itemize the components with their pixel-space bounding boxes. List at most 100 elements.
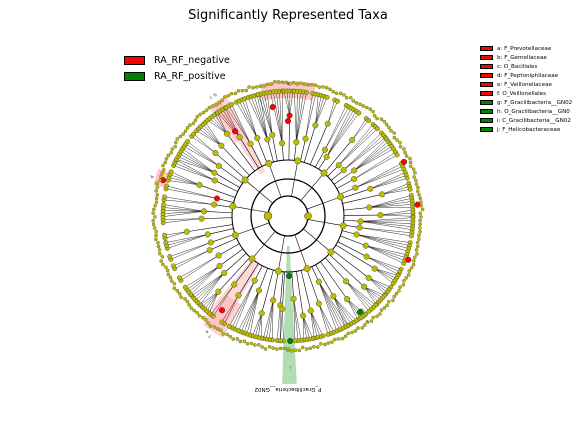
order-node bbox=[266, 160, 272, 166]
family-node bbox=[336, 162, 342, 168]
outer-leaf bbox=[239, 340, 242, 343]
outer-leaf bbox=[372, 316, 375, 319]
family-node bbox=[378, 212, 384, 218]
leaf-node bbox=[304, 90, 308, 94]
outer-leaf bbox=[311, 83, 314, 86]
clade-label-b: b bbox=[213, 92, 219, 99]
outer-leaf bbox=[380, 309, 383, 312]
family-node bbox=[212, 170, 218, 176]
outer-leaf bbox=[330, 340, 333, 343]
leaf-branch bbox=[166, 234, 208, 242]
leaf-branch bbox=[382, 183, 409, 194]
branch bbox=[307, 269, 319, 304]
family-node bbox=[221, 270, 227, 276]
leaf-branch bbox=[241, 290, 259, 331]
outer-leaf bbox=[221, 99, 224, 102]
outer-leaf bbox=[307, 83, 310, 86]
outer-leaf bbox=[403, 151, 406, 154]
key-label: c: O_Bacillales bbox=[497, 64, 537, 70]
outer-leaf bbox=[375, 315, 378, 318]
leaf-branch bbox=[163, 211, 204, 216]
family-node bbox=[201, 208, 207, 214]
family-node bbox=[205, 232, 211, 238]
leaf-branch bbox=[245, 99, 257, 138]
family-node bbox=[372, 266, 378, 272]
family-node bbox=[207, 247, 213, 253]
family-node bbox=[300, 313, 306, 319]
outer-leaf bbox=[418, 230, 421, 233]
outer-leaf bbox=[157, 245, 160, 248]
outer-leaf bbox=[305, 347, 308, 350]
leaf-branch bbox=[192, 136, 216, 153]
outer-leaf bbox=[205, 109, 208, 112]
clade-label-i: i bbox=[290, 364, 291, 370]
leaf-node bbox=[230, 102, 234, 106]
family-node bbox=[349, 137, 355, 143]
outer-leaf bbox=[421, 208, 424, 211]
leaf-node bbox=[335, 99, 339, 103]
outer-leaf bbox=[155, 189, 158, 192]
outer-leaf bbox=[161, 172, 164, 175]
leaf-branch bbox=[367, 257, 401, 270]
marker-node bbox=[232, 128, 238, 134]
outer-leaf bbox=[416, 186, 419, 189]
leaf-branch bbox=[263, 300, 273, 338]
outer-leaf bbox=[164, 266, 167, 269]
order-node bbox=[295, 158, 301, 164]
outer-leaf bbox=[260, 345, 263, 348]
leaf-branch bbox=[315, 97, 327, 125]
leaf-branch bbox=[258, 95, 272, 135]
family-node bbox=[216, 289, 222, 295]
leaf-branch bbox=[197, 131, 222, 146]
spoke bbox=[233, 206, 268, 212]
outer-leaf bbox=[341, 337, 344, 340]
outer-leaf bbox=[407, 273, 410, 276]
leaf-branch bbox=[319, 282, 348, 326]
leaf-branch bbox=[355, 169, 404, 188]
marker-node bbox=[219, 307, 225, 313]
outer-leaf bbox=[416, 245, 419, 248]
outer-leaf bbox=[152, 212, 155, 215]
outer-leaf bbox=[292, 81, 295, 84]
branch bbox=[211, 234, 235, 242]
negative-swatch bbox=[124, 56, 145, 65]
leaf-branch bbox=[166, 189, 217, 198]
outer-leaf bbox=[273, 80, 276, 83]
leaf-branch bbox=[164, 232, 186, 235]
leaf-branch bbox=[354, 149, 393, 170]
leaf-node bbox=[366, 118, 370, 122]
outer-leaf bbox=[186, 126, 189, 129]
outer-leaf bbox=[170, 151, 173, 154]
outer-leaf bbox=[380, 118, 383, 121]
branch bbox=[296, 271, 303, 315]
family-node bbox=[331, 293, 337, 299]
leaf-branch bbox=[311, 311, 320, 337]
outer-leaf bbox=[192, 122, 195, 125]
family-node bbox=[224, 131, 230, 137]
outer-leaf bbox=[275, 348, 278, 351]
outer-leaf bbox=[365, 106, 368, 109]
outer-leaf bbox=[412, 263, 415, 266]
family-node bbox=[248, 141, 254, 147]
branch bbox=[272, 135, 277, 161]
leaf-branch bbox=[306, 94, 316, 139]
taxa-key-item: f: O_Veillonellales bbox=[480, 89, 572, 98]
family-node bbox=[208, 240, 214, 246]
outer-leaf bbox=[247, 85, 250, 88]
outer-leaf bbox=[329, 88, 332, 91]
leaf-branch bbox=[311, 311, 317, 338]
key-swatch bbox=[480, 46, 493, 52]
outer-leaf bbox=[395, 292, 398, 295]
leaf-branch bbox=[165, 232, 187, 238]
branch bbox=[187, 225, 233, 232]
outer-leaf bbox=[409, 165, 412, 168]
outer-leaf bbox=[402, 147, 405, 150]
key-label: a: F_Prevotellaceae bbox=[497, 46, 551, 52]
leaf-branch bbox=[170, 242, 211, 256]
leaf-node bbox=[293, 339, 297, 343]
outer-leaf bbox=[243, 340, 246, 343]
outer-leaf bbox=[237, 89, 240, 92]
order-node bbox=[328, 249, 334, 255]
outer-leaf bbox=[194, 119, 197, 122]
leaf-branch bbox=[357, 235, 411, 243]
